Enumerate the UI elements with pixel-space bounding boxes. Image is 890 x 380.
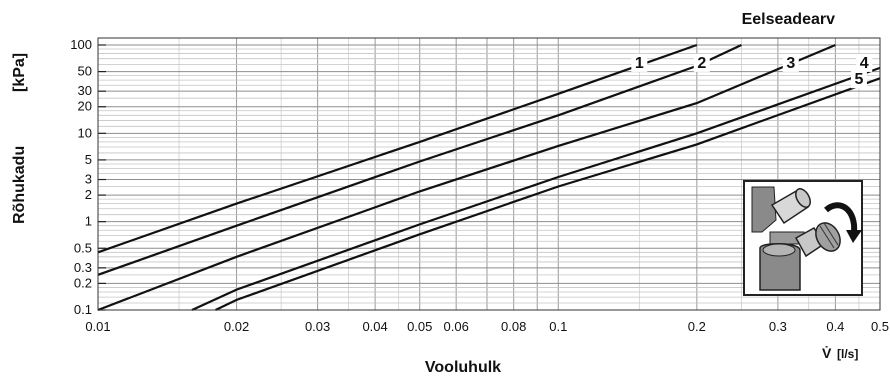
series-line-3 bbox=[97, 43, 836, 312]
y-axis-unit: [kPa] bbox=[11, 53, 28, 92]
y-tick-label: 1 bbox=[85, 214, 92, 229]
x-tick-label: 0.06 bbox=[444, 319, 469, 334]
series-label-bg bbox=[856, 53, 873, 72]
x-tick-label: 0.4 bbox=[826, 319, 844, 334]
x-tick-label: 0.01 bbox=[85, 319, 110, 334]
y-tick-label: 50 bbox=[78, 64, 92, 79]
x-tick-label: 0.03 bbox=[305, 319, 330, 334]
series-label-bg bbox=[693, 53, 710, 72]
y-tick-label: 3 bbox=[85, 172, 92, 187]
y-tick-label: 10 bbox=[78, 125, 92, 140]
series-label-2: 2 bbox=[697, 55, 706, 72]
curves: 1 2 3 45 bbox=[97, 43, 881, 312]
series-label-4: 4 bbox=[860, 55, 869, 72]
y-tick-label: 20 bbox=[78, 99, 92, 114]
y-tick-label: 0.3 bbox=[74, 260, 92, 275]
x-tick-label: 0.08 bbox=[501, 319, 526, 334]
y-tick-label: 30 bbox=[78, 83, 92, 98]
x-tick-label: 0.02 bbox=[224, 319, 249, 334]
series-label-5: 5 bbox=[854, 71, 863, 88]
y-tick-label: 5 bbox=[85, 152, 92, 167]
x-unit-symbol: V̇ bbox=[822, 345, 832, 361]
x-axis-title: Vooluhulk bbox=[425, 359, 501, 376]
valve-knob-icon bbox=[743, 180, 863, 296]
chart-title: Eelseadearv bbox=[742, 11, 836, 28]
series-label-bg bbox=[850, 70, 867, 89]
x-tick-label: 0.2 bbox=[688, 319, 706, 334]
x-tick-label: 0.04 bbox=[362, 319, 387, 334]
x-tick-label: 0.5 bbox=[871, 319, 889, 334]
x-tick-label: 0.3 bbox=[769, 319, 787, 334]
series-line-1 bbox=[97, 43, 698, 254]
series-line-5 bbox=[215, 77, 881, 311]
series-label-bg bbox=[782, 53, 799, 72]
y-axis-title: Rõhukadu bbox=[11, 146, 28, 224]
y-tick-label: 0.1 bbox=[74, 302, 92, 317]
series-label-3: 3 bbox=[786, 55, 795, 72]
y-tick-label: 100 bbox=[70, 37, 92, 52]
x-tick-label: 0.1 bbox=[549, 319, 567, 334]
y-tick-label: 2 bbox=[85, 187, 92, 202]
y-tick-label: 0.2 bbox=[74, 275, 92, 290]
series-label-1: 1 bbox=[635, 55, 644, 72]
x-unit-label: [l/s] bbox=[837, 347, 858, 361]
x-tick-label: 0.05 bbox=[407, 319, 432, 334]
plot-frame bbox=[97, 37, 881, 311]
series-line-4 bbox=[191, 66, 881, 312]
series-label-bg bbox=[631, 53, 648, 72]
y-tick-label: 0.5 bbox=[74, 240, 92, 255]
x-unit: V̇ [l/s] bbox=[822, 345, 858, 361]
